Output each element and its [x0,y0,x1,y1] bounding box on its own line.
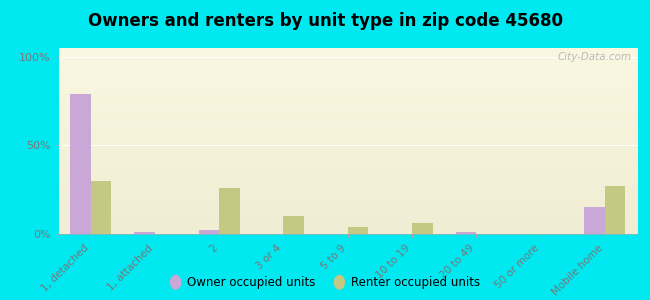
Bar [283,216,304,234]
Bar [605,186,625,234]
Bar [199,230,219,234]
Legend: Owner occupied units, Renter occupied units: Owner occupied units, Renter occupied un… [165,272,485,294]
Bar [90,181,111,234]
Bar [348,227,369,234]
Bar [584,207,605,234]
Bar [70,94,90,234]
Bar [456,232,476,234]
Text: City-Data.com: City-Data.com [557,52,631,62]
Text: Owners and renters by unit type in zip code 45680: Owners and renters by unit type in zip c… [88,12,562,30]
Bar [135,232,155,234]
Bar [412,224,433,234]
Bar [219,188,240,234]
